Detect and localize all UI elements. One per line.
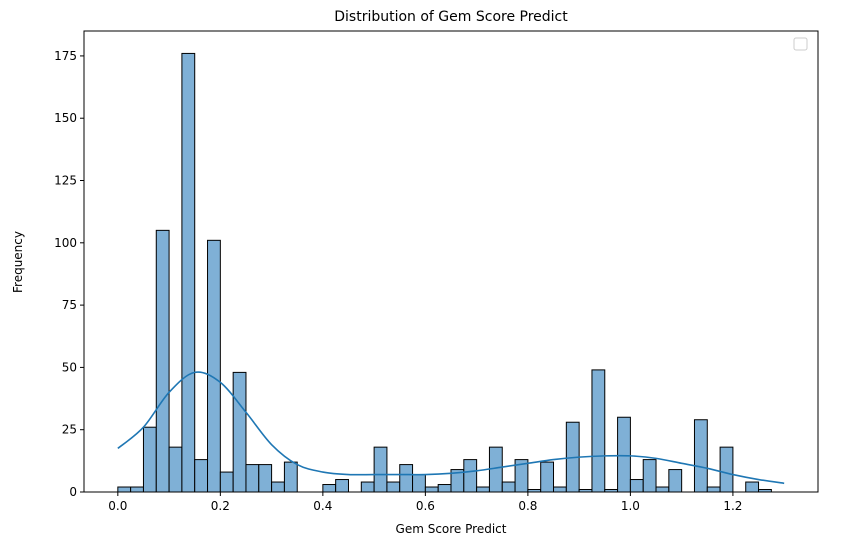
- histogram-bar: [142, 426, 157, 493]
- histogram-bar: [232, 371, 247, 493]
- y-tick-label: 75: [62, 298, 77, 312]
- kde-line: [117, 371, 785, 485]
- histogram-bar: [668, 469, 683, 493]
- histogram-bar: [745, 481, 760, 493]
- y-axis-ticks: 0 25 50 75 100 125 150 175: [54, 49, 84, 499]
- histogram-bar: [706, 486, 721, 493]
- histogram-bar: [488, 446, 503, 493]
- histogram-bar: [463, 459, 478, 493]
- histogram-bar: [591, 369, 606, 493]
- y-tick-label: 50: [62, 360, 77, 374]
- histogram-bar: [412, 474, 426, 493]
- histogram-bar: [335, 479, 349, 493]
- x-axis-label: Gem Score Predict: [396, 522, 507, 536]
- histogram-bar: [629, 479, 644, 493]
- y-tick-label: 100: [54, 236, 77, 250]
- histogram-bar: [168, 446, 183, 493]
- y-axis-label: Frequency: [11, 231, 25, 293]
- histogram-bar: [642, 459, 657, 493]
- histogram-bar: [219, 471, 234, 493]
- x-tick-label: 1.2: [723, 499, 742, 513]
- plot-frame: [83, 30, 819, 493]
- histogram-bar: [553, 486, 567, 493]
- x-tick-label: 0.6: [416, 499, 435, 513]
- x-tick-label: 0.0: [108, 499, 127, 513]
- histogram-bar: [719, 446, 734, 493]
- y-tick-label: 25: [62, 423, 77, 437]
- histogram-bar: [373, 446, 388, 493]
- x-tick-label: 1.0: [621, 499, 640, 513]
- histogram-bar: [258, 464, 273, 493]
- histogram-bar: [693, 419, 708, 493]
- histogram-bar: [271, 481, 285, 493]
- y-tick-label: 125: [54, 174, 77, 188]
- histogram-bar: [399, 464, 414, 493]
- histogram-bar: [130, 486, 144, 493]
- legend-box: [793, 37, 808, 51]
- x-tick-label: 0.8: [518, 499, 537, 513]
- histogram-bar: [540, 461, 555, 493]
- histogram-bar: [501, 481, 516, 493]
- histogram-bar: [360, 481, 375, 493]
- histogram-bar: [386, 481, 401, 493]
- histogram-bar: [245, 464, 260, 493]
- histogram-bar: [424, 486, 439, 493]
- x-tick-label: 0.4: [313, 499, 332, 513]
- y-tick-label: 150: [54, 111, 77, 125]
- histogram-bar: [655, 486, 670, 493]
- x-axis-ticks: 0.0 0.2 0.4 0.6 0.8 1.0 1.2: [108, 492, 742, 513]
- histogram-bar: [476, 486, 490, 493]
- histogram-bar: [207, 239, 221, 493]
- y-tick-label: 175: [54, 49, 77, 63]
- bars-group: [117, 52, 772, 493]
- y-tick-label: 0: [69, 485, 77, 499]
- histogram-bar: [437, 484, 452, 493]
- x-tick-label: 0.2: [211, 499, 230, 513]
- histogram-bar: [283, 461, 298, 493]
- histogram-bar: [117, 486, 132, 493]
- histogram-bar: [194, 459, 209, 493]
- histogram-bar: [322, 484, 337, 493]
- histogram-bar: [181, 52, 196, 493]
- chart-title: Distribution of Gem Score Predict: [334, 9, 568, 25]
- histogram-bar: [617, 416, 631, 493]
- histogram-bar: [155, 229, 170, 493]
